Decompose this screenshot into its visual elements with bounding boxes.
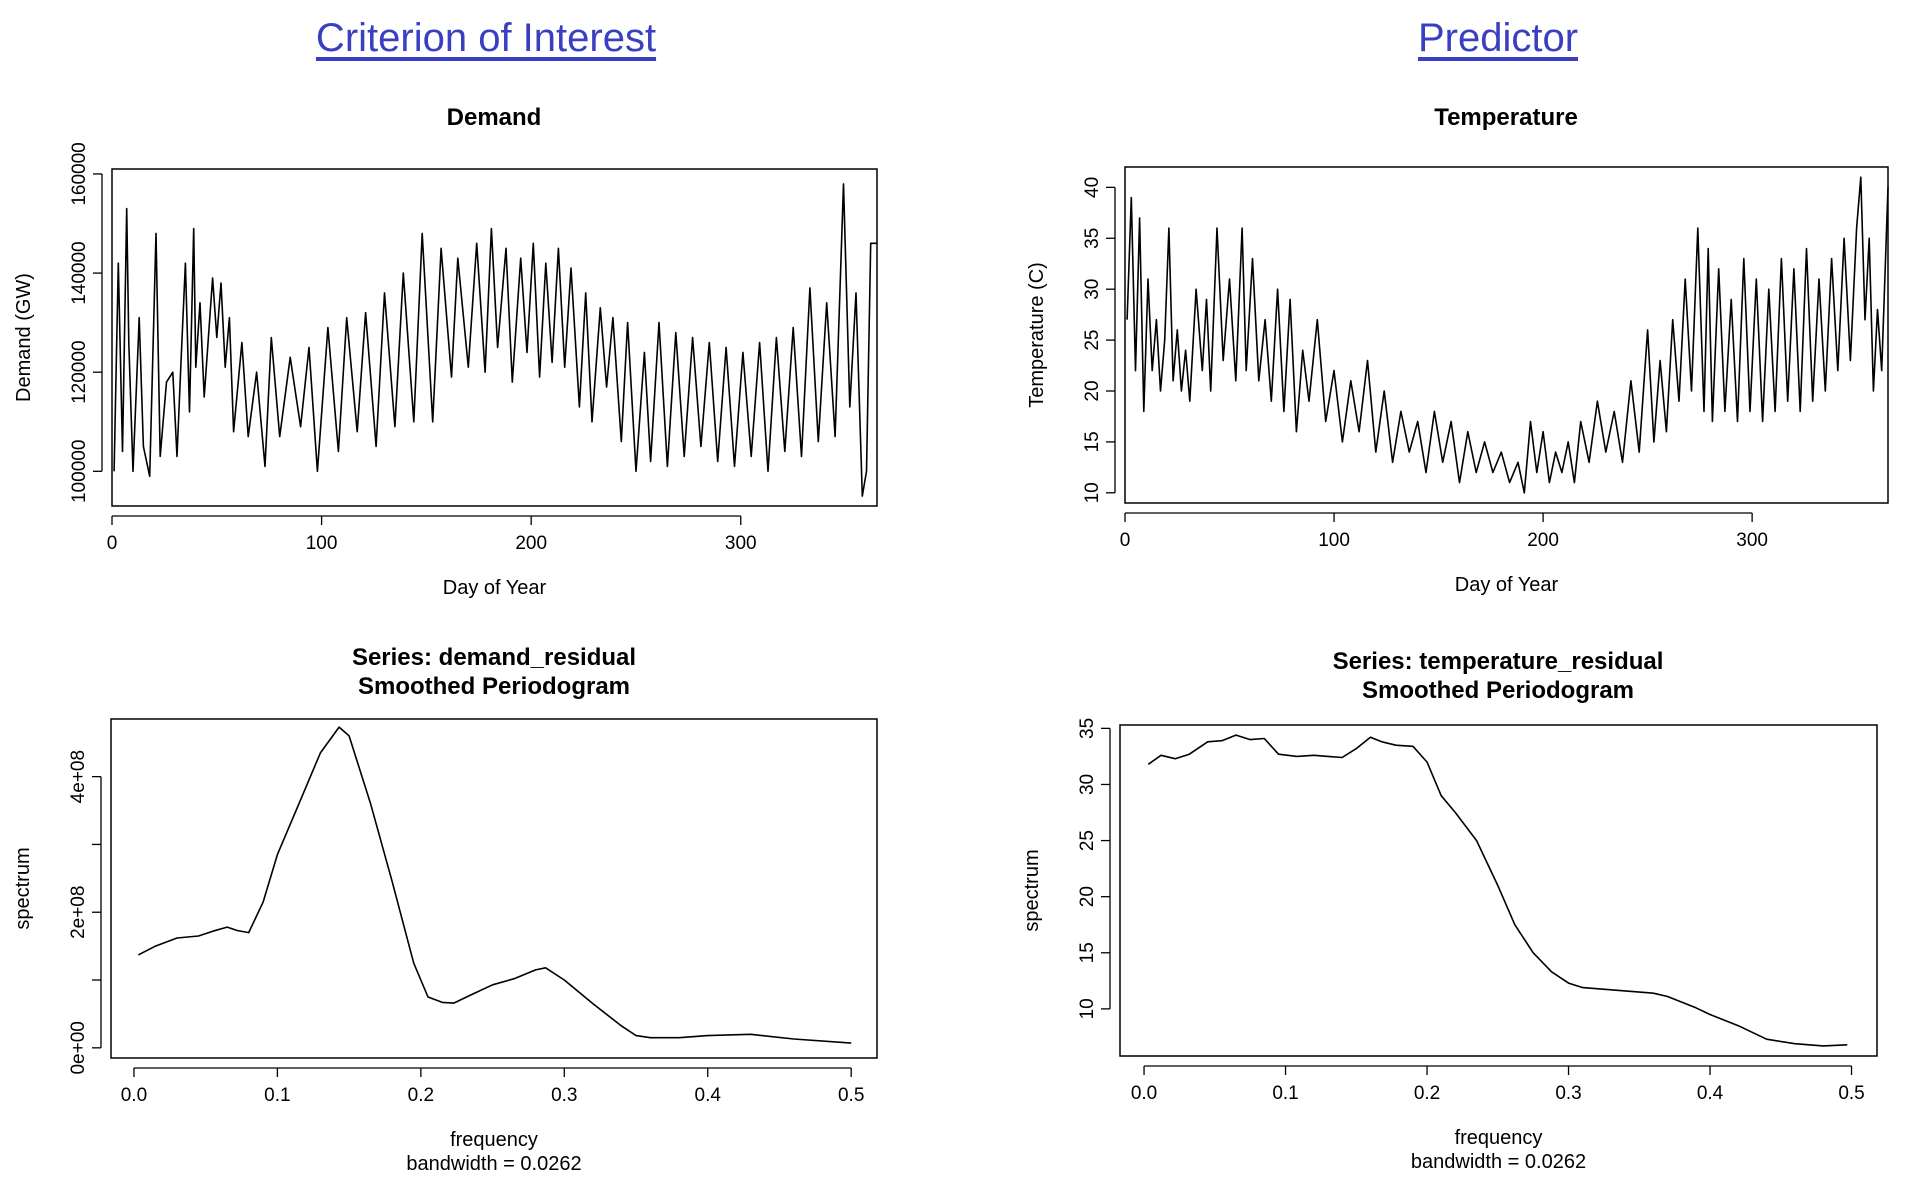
x-axis-label: frequency bandwidth = 0.0262 <box>1411 1127 1586 1173</box>
y-tick-label: 100000 <box>69 440 90 503</box>
x-tick-label: 0.2 <box>1414 1083 1440 1104</box>
x-tick-label: 0.2 <box>408 1085 434 1106</box>
y-tick-label: 160000 <box>69 142 90 205</box>
y-tick-label: 15 <box>1077 942 1098 963</box>
y-tick-label: 35 <box>1082 228 1103 249</box>
x-tick-label: 0.3 <box>551 1085 577 1106</box>
x-axis: 0.0 0.1 0.2 0.3 0.4 0.5 <box>1131 1065 1865 1104</box>
x-axis-label: Day of Year <box>443 577 547 599</box>
y-axis: 10 15 20 25 30 35 40 <box>1082 177 1116 503</box>
x-axis: 0 100 200 300 <box>107 515 757 554</box>
y-tick-label: 30 <box>1082 279 1103 300</box>
x-tick-label: 0.1 <box>264 1085 290 1106</box>
y-tick-label: 30 <box>1077 774 1098 795</box>
y-axis: 10 15 20 25 30 35 <box>1077 718 1111 1019</box>
series-group <box>1126 176 1889 494</box>
plot-frame <box>1119 724 1878 1057</box>
series-line <box>113 183 877 497</box>
chart-title: Series: temperature_residual Smoothed Per… <box>1333 648 1664 704</box>
demand-periodogram-chart: Series: demand_residual Smoothed Periodog… <box>12 644 878 1175</box>
y-axis: 0e+00 2e+08 4e+08 <box>68 750 102 1075</box>
x-axis-label: frequency bandwidth = 0.0262 <box>406 1129 581 1175</box>
y-tick-label: 4e+08 <box>68 750 89 803</box>
x-tick-label: 0.4 <box>1697 1083 1724 1104</box>
plot-frame <box>110 718 878 1059</box>
temperature-chart: Temperature 0 100 200 300 10 15 20 25 30 35 40 Da… <box>1026 104 1889 596</box>
x-tick-label: 300 <box>1736 530 1768 551</box>
plot-frame <box>111 168 878 507</box>
y-tick-label: 35 <box>1077 718 1098 739</box>
x-tick-label: 0.0 <box>1131 1083 1157 1104</box>
series-line <box>1147 734 1848 1047</box>
x-tick-label: 100 <box>1318 530 1350 551</box>
x-tick-label: 0.3 <box>1555 1083 1581 1104</box>
x-tick-label: 0 <box>107 533 118 554</box>
x-axis: 0.0 0.1 0.2 0.3 0.4 0.5 <box>121 1067 864 1106</box>
y-axis-label: Demand (GW) <box>13 273 35 402</box>
series-group <box>137 726 852 1044</box>
y-tick-label: 10 <box>1077 998 1098 1019</box>
y-tick-label: 120000 <box>69 340 90 403</box>
x-tick-label: 0 <box>1120 530 1131 551</box>
x-tick-label: 0.5 <box>1838 1083 1864 1104</box>
y-tick-label: 10 <box>1082 482 1103 503</box>
demand-chart: Demand 0 100 200 300 100000 120000 140000 1600… <box>13 104 878 599</box>
plot-frame <box>1124 166 1889 504</box>
x-tick-label: 200 <box>515 533 547 554</box>
x-axis: 0 100 200 300 <box>1120 512 1768 551</box>
x-tick-label: 300 <box>725 533 757 554</box>
x-tick-label: 0.1 <box>1272 1083 1298 1104</box>
chart-title: Series: demand_residual Smoothed Periodog… <box>352 644 636 700</box>
y-tick-label: 140000 <box>69 241 90 304</box>
x-tick-label: 0.5 <box>838 1085 864 1106</box>
temperature-periodogram-chart: Series: temperature_residual Smoothed Per… <box>1021 648 1878 1173</box>
x-tick-label: 0.4 <box>695 1085 722 1106</box>
series-group <box>113 183 877 497</box>
y-tick-label: 15 <box>1082 431 1103 452</box>
x-axis-label: Day of Year <box>1455 574 1559 596</box>
y-axis: 100000 120000 140000 160000 <box>69 142 103 503</box>
x-tick-label: 100 <box>306 533 338 554</box>
x-tick-label: 200 <box>1527 530 1559 551</box>
chart-title: Demand <box>447 104 542 131</box>
series-line <box>137 726 852 1044</box>
y-tick-label: 25 <box>1082 330 1103 351</box>
chart-title: Temperature <box>1434 104 1578 131</box>
series-line <box>1126 176 1889 494</box>
y-axis-label: spectrum <box>1021 849 1043 931</box>
y-axis-label: spectrum <box>12 847 34 929</box>
y-tick-label: 0e+00 <box>68 1021 89 1074</box>
heading-predictor[interactable]: Predictor <box>1417 16 1579 60</box>
y-axis-label: Temperature (C) <box>1026 262 1048 408</box>
y-tick-label: 20 <box>1082 380 1103 401</box>
heading-criterion-of-interest[interactable]: Criterion of Interest <box>315 16 657 60</box>
y-tick-label: 40 <box>1082 177 1103 198</box>
y-tick-label: 20 <box>1077 886 1098 907</box>
series-group <box>1147 734 1848 1047</box>
y-tick-label: 2e+08 <box>68 886 89 939</box>
y-tick-label: 25 <box>1077 830 1098 851</box>
x-tick-label: 0.0 <box>121 1085 147 1106</box>
